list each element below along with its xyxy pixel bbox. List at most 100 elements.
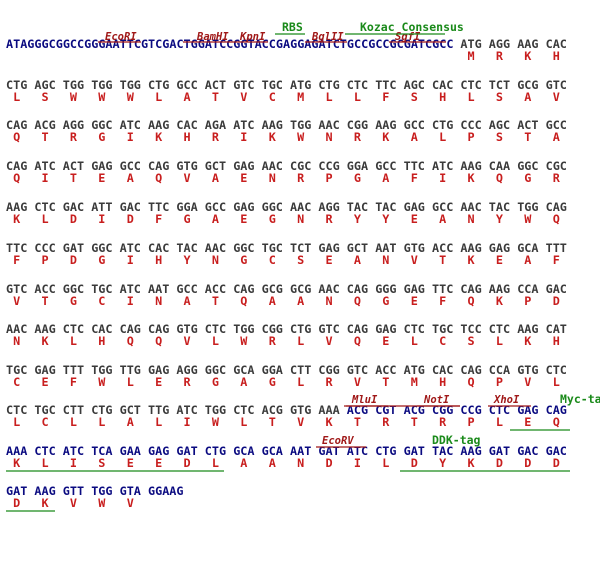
amino-acid: R: [212, 130, 220, 144]
codon: CTG: [432, 118, 453, 132]
codon: CAC: [148, 241, 169, 255]
site-label: BglII: [311, 31, 344, 43]
codon: GCC: [432, 200, 453, 214]
codon: CAC: [91, 322, 112, 336]
amino-acid: Y: [382, 212, 390, 226]
amino-acid: G: [382, 294, 389, 308]
codon: CAT: [546, 322, 567, 336]
amino-acid: H: [439, 90, 446, 104]
amino-acid: H: [98, 334, 105, 348]
codon: GGC: [517, 159, 538, 173]
amino-acid: S: [496, 130, 503, 144]
amino-acid: G: [269, 375, 276, 389]
codon: CAG: [546, 200, 567, 214]
codon: GGG: [375, 282, 396, 296]
amino-acid: L: [297, 334, 304, 348]
codon: CGG: [318, 363, 339, 377]
codon: ACG: [34, 118, 55, 132]
codon: GAG: [233, 159, 254, 173]
codon: GTA: [120, 484, 141, 498]
amino-acid: S: [411, 90, 418, 104]
codon: GGC: [262, 200, 283, 214]
codon: TAC: [375, 200, 396, 214]
amino-acid: F: [13, 253, 20, 267]
amino-acid: A: [240, 375, 247, 389]
codon: ATC: [120, 282, 141, 296]
amino-acid: A: [439, 212, 446, 226]
amino-acid: M: [411, 375, 418, 389]
amino-acid: T: [524, 130, 531, 144]
codon: ACT: [63, 159, 84, 173]
codon: ATG: [290, 78, 311, 92]
codon: GGC: [91, 118, 112, 132]
codon: ATC: [176, 403, 197, 417]
amino-acid: T: [212, 294, 219, 308]
amino-acid: L: [439, 130, 446, 144]
amino-acid: W: [98, 496, 106, 510]
amino-acid: K: [155, 130, 163, 144]
codon: ATG: [404, 363, 425, 377]
amino-acid: E: [240, 171, 247, 185]
amino-acid: L: [496, 334, 503, 348]
amino-acid: D: [13, 496, 20, 510]
codon: CAG: [460, 363, 481, 377]
codon: AAG: [6, 200, 27, 214]
amino-acid: N: [326, 294, 333, 308]
amino-acid: H: [155, 253, 162, 267]
codon: AAC: [205, 241, 226, 255]
codon: CTG: [6, 78, 27, 92]
codon: ACG: [262, 403, 283, 417]
codon: GGC: [63, 282, 84, 296]
codon: GAG: [404, 282, 425, 296]
amino-acid: F: [155, 212, 162, 226]
amino-acid: A: [184, 294, 191, 308]
amino-acid: I: [42, 171, 49, 185]
amino-acid: W: [127, 90, 135, 104]
codon: CCC: [460, 118, 481, 132]
amino-acid: A: [411, 130, 418, 144]
codon: CAG: [460, 282, 481, 296]
codon: AAG: [148, 118, 169, 132]
amino-acid: A: [524, 90, 531, 104]
amino-acid: G: [98, 130, 105, 144]
codon: CTG: [375, 444, 396, 458]
codon: GAC: [546, 444, 567, 458]
amino-acid: L: [42, 212, 49, 226]
feature-label: RBS: [282, 20, 303, 34]
codon: GTC: [347, 363, 368, 377]
amino-acid: D: [496, 456, 503, 470]
codon: TTT: [63, 363, 84, 377]
codon: GAG: [34, 363, 55, 377]
amino-acid: F: [553, 253, 560, 267]
amino-acid: A: [127, 415, 134, 429]
amino-acid: N: [468, 212, 475, 226]
amino-acid: Q: [496, 171, 503, 185]
amino-acid: Y: [496, 212, 504, 226]
amino-acid: W: [524, 212, 532, 226]
amino-acid: A: [127, 171, 134, 185]
amino-acid: R: [553, 171, 561, 185]
amino-acid: W: [98, 90, 106, 104]
codon: GAT: [489, 444, 510, 458]
codon: GTT: [63, 484, 84, 498]
amino-acid: D: [411, 456, 418, 470]
feature-label: Kozac Consensus: [360, 20, 464, 34]
codon: AAT: [290, 444, 311, 458]
codon: CTC: [489, 322, 510, 336]
amino-acid: L: [240, 415, 247, 429]
amino-acid: I: [98, 212, 105, 226]
codon: CCA: [489, 363, 510, 377]
amino-acid: N: [382, 253, 389, 267]
codon: CTC: [34, 200, 55, 214]
codon: GGA: [347, 159, 368, 173]
amino-acid: A: [212, 171, 219, 185]
codon: GGA: [262, 363, 283, 377]
amino-acid: K: [468, 456, 476, 470]
amino-acid: V: [127, 496, 134, 510]
site-label: EcoRI: [105, 31, 137, 43]
codon: AGG: [489, 37, 510, 51]
amino-acid: T: [212, 90, 219, 104]
codon: AAC: [460, 200, 481, 214]
codon: AAG: [517, 322, 538, 336]
amino-acid: K: [496, 294, 504, 308]
